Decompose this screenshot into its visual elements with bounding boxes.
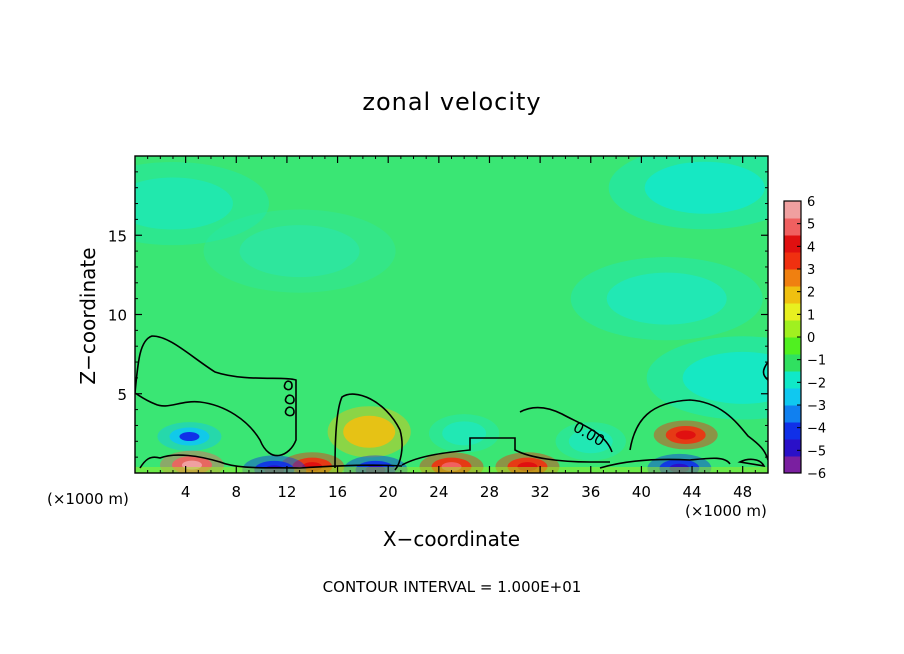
zero-contour-west bbox=[135, 335, 297, 457]
y-tick-label: 15 bbox=[108, 227, 127, 245]
x-unit-label-right: (×1000 m) bbox=[685, 502, 767, 520]
zero-contour-top-right bbox=[762, 361, 768, 381]
colorbar-label: 5 bbox=[807, 218, 815, 233]
field-core bbox=[179, 432, 200, 442]
x-tick-label: 32 bbox=[531, 483, 550, 501]
field-feature bbox=[135, 177, 233, 230]
field-feature bbox=[644, 161, 765, 214]
x-tick-label: 36 bbox=[581, 483, 600, 501]
y-tick-label: 10 bbox=[108, 307, 127, 325]
x-axis: 4 8 12 16 20 24 28 32 36 40 44 48 bbox=[147, 156, 756, 501]
field-feature bbox=[442, 421, 487, 446]
colorbar-label: −5 bbox=[807, 444, 826, 459]
colorbar-swatch bbox=[784, 405, 801, 423]
colorbar-label: 6 bbox=[807, 195, 815, 210]
velocity-field bbox=[135, 156, 768, 473]
colorbar-label: −4 bbox=[807, 422, 826, 437]
x-axis-label: X−coordinate bbox=[382, 527, 521, 551]
colorbar-label: 1 bbox=[807, 308, 815, 323]
zero-contour-center bbox=[401, 437, 610, 466]
colorbar-label: 3 bbox=[807, 263, 815, 278]
y-tick-label: 5 bbox=[117, 386, 127, 404]
field-feature bbox=[682, 351, 768, 404]
field-feature bbox=[568, 429, 613, 454]
contour-lines bbox=[135, 335, 768, 471]
colorbar-swatch bbox=[784, 439, 801, 457]
colorbar-label: −6 bbox=[807, 467, 826, 482]
y-axis-label: Z−coordinate bbox=[76, 247, 100, 385]
colorbar-label: −3 bbox=[807, 399, 826, 414]
field-feature bbox=[343, 415, 396, 448]
zero-contour-east bbox=[629, 399, 768, 461]
colorbar-swatch bbox=[784, 456, 801, 474]
colorbar-swatch bbox=[784, 422, 801, 440]
zero-contour-bubbles bbox=[283, 380, 295, 417]
colorbar-swatch bbox=[784, 354, 801, 372]
x-tick-label: 48 bbox=[733, 483, 752, 501]
colorbar-swatch bbox=[784, 201, 801, 219]
colorbar-label: 2 bbox=[807, 286, 815, 301]
colorbar-swatch bbox=[784, 235, 801, 253]
y-axis: 5 10 15 bbox=[108, 171, 768, 458]
zero-contour-mid bbox=[334, 393, 403, 471]
colorbar-swatch bbox=[784, 286, 801, 304]
field-feature bbox=[239, 225, 360, 278]
x-tick-label: 20 bbox=[379, 483, 398, 501]
colorbar-label: −2 bbox=[807, 376, 826, 391]
x-tick-label: 40 bbox=[632, 483, 651, 501]
x-tick-label: 24 bbox=[429, 483, 448, 501]
x-unit-label-left: (×1000 m) bbox=[47, 490, 129, 508]
field-feature bbox=[606, 272, 727, 325]
colorbar-label: 4 bbox=[807, 240, 815, 255]
x-tick-label: 12 bbox=[277, 483, 296, 501]
colorbar: 6 5 4 3 2 1 0 −1 −2 −3 −4 −5 −6 bbox=[783, 195, 826, 482]
x-tick-label: 28 bbox=[480, 483, 499, 501]
x-tick-label: 4 bbox=[181, 483, 191, 501]
zero-contour-base bbox=[139, 454, 766, 469]
x-tick-label: 44 bbox=[682, 483, 701, 501]
colorbar-swatch bbox=[784, 218, 801, 236]
x-tick-label: 16 bbox=[328, 483, 347, 501]
field-core bbox=[675, 430, 696, 440]
colorbar-label: −1 bbox=[807, 354, 826, 369]
x-tick-label: 8 bbox=[232, 483, 242, 501]
zero-contour-east-lobe bbox=[519, 406, 613, 453]
colorbar-swatch bbox=[784, 269, 801, 287]
colorbar-swatch bbox=[784, 303, 801, 321]
contour-interval-note: CONTOUR INTERVAL = 1.000E+01 bbox=[322, 578, 582, 596]
colorbar-swatch bbox=[784, 252, 801, 270]
colorbar-swatch bbox=[784, 388, 801, 406]
colorbar-swatch bbox=[784, 320, 801, 338]
colorbar-swatch bbox=[784, 371, 801, 389]
colorbar-swatch bbox=[784, 337, 801, 355]
colorbar-label: 0 bbox=[807, 331, 815, 346]
chart-title: zonal velocity bbox=[362, 88, 542, 116]
